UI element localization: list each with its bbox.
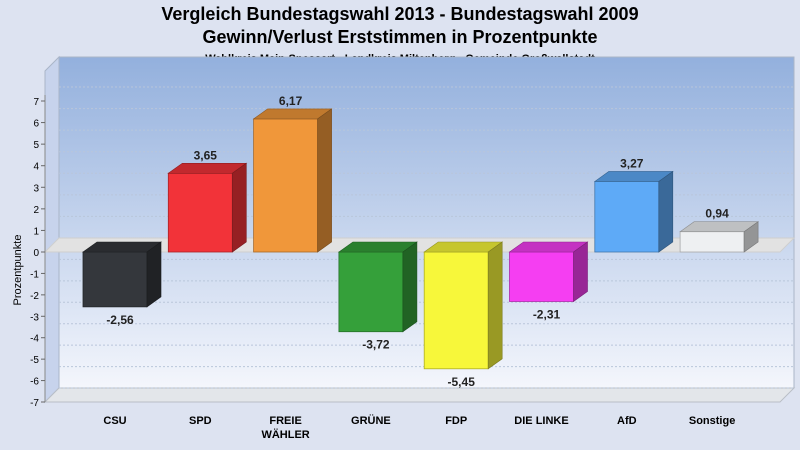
bar-front (679, 231, 745, 253)
x-tick-label-line: WÄHLER (261, 428, 309, 441)
x-tick-label-line: FREIE (269, 415, 301, 427)
bar-value-label: -5,45 (448, 375, 476, 389)
x-tick-label: Sonstige (689, 415, 735, 427)
bar-value-label: 0,94 (705, 207, 729, 221)
chart-subtitle: Gewinn/Verlust Erststimmen in Prozentpun… (202, 27, 598, 47)
y-tick-label: -3 (30, 312, 39, 323)
bar (423, 241, 504, 370)
y-tick-label: 6 (33, 119, 39, 130)
plot-side-wall (44, 55, 60, 404)
y-tick-label: 7 (33, 97, 39, 108)
y-tick-label: 3 (33, 183, 39, 194)
bar-front (82, 251, 148, 308)
bar-front (594, 181, 660, 253)
bar-front (509, 251, 574, 302)
bar-value-label: -2,56 (106, 313, 134, 327)
x-tick-label: GRÜNE (351, 414, 391, 427)
bar-value-label: 3,65 (194, 148, 218, 162)
bar (337, 241, 418, 333)
y-tick-label: -6 (30, 377, 39, 388)
bar-front (338, 251, 404, 333)
bar-front (167, 172, 233, 253)
bar (593, 170, 674, 253)
bar-front (253, 118, 319, 253)
bar (167, 162, 248, 253)
bar-side (658, 170, 674, 253)
y-tick-label: -1 (30, 269, 39, 280)
y-tick-label: -2 (30, 291, 39, 302)
bar-side (573, 241, 588, 303)
y-tick-label: 1 (33, 226, 39, 237)
x-tick-label: AfD (617, 415, 637, 427)
x-tick-label: CSU (103, 415, 126, 427)
bar-value-label: -2,31 (533, 308, 561, 322)
bar-side (487, 241, 503, 370)
bar-side (743, 221, 759, 253)
bar-side (317, 108, 332, 253)
bar-side (146, 241, 162, 308)
y-tick-label: -4 (30, 334, 39, 345)
bar-value-label: 6,17 (279, 94, 303, 108)
y-tick-label: 4 (33, 162, 39, 173)
x-tick-label: FREIE WÄHLER (261, 415, 309, 441)
x-tick-label: FDP (445, 415, 467, 427)
y-tick-label: 2 (33, 205, 39, 216)
x-tick-label: SPD (189, 415, 212, 427)
plot-floor (43, 387, 796, 403)
x-tick-label: DIE LINKE (514, 415, 568, 427)
bar (82, 241, 162, 308)
bar (679, 221, 760, 253)
bar-side (232, 162, 247, 253)
bar-front (423, 251, 489, 370)
y-tick-label: -7 (30, 398, 39, 409)
bar-value-label: -3,72 (362, 338, 390, 352)
y-tick-label: 0 (33, 248, 39, 259)
y-tick-label: -5 (30, 355, 39, 366)
bar-value-label: 3,27 (620, 156, 644, 170)
bar-side (402, 241, 418, 333)
y-tick-label: 5 (33, 140, 39, 151)
bar (252, 108, 333, 253)
chart-title: Vergleich Bundestagswahl 2013 - Bundesta… (161, 4, 639, 24)
bar (508, 241, 589, 303)
